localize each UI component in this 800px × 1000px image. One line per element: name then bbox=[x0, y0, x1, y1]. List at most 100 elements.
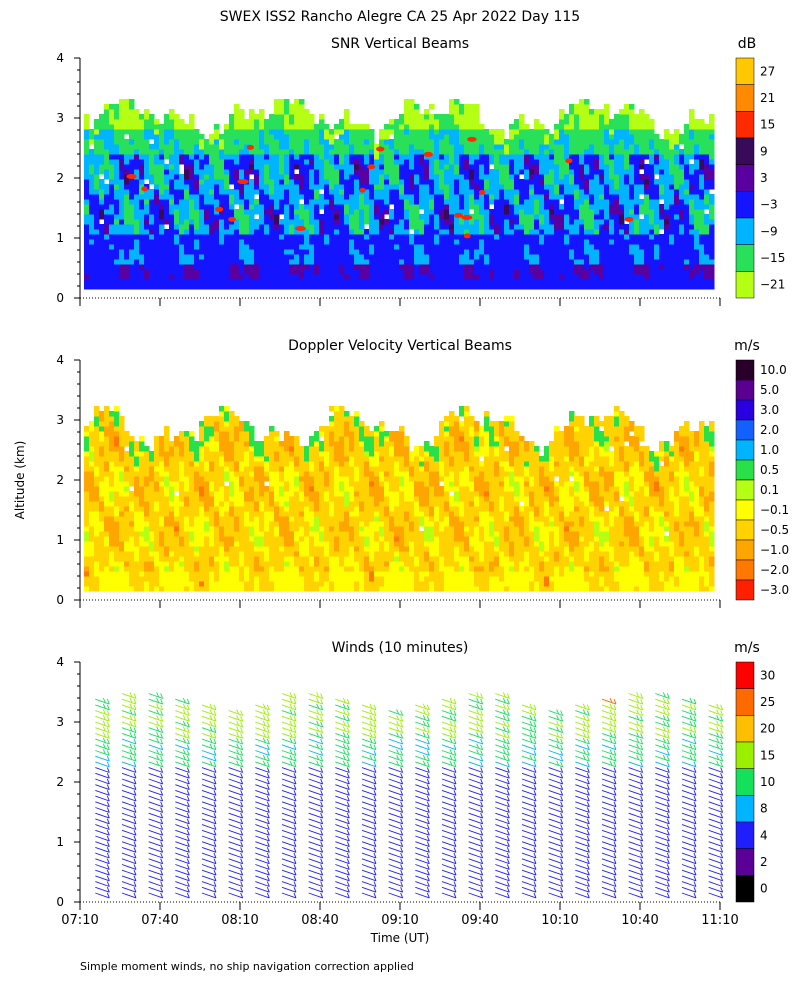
snr-cell bbox=[684, 194, 690, 200]
snr-cell bbox=[679, 169, 685, 175]
snr-cell bbox=[539, 199, 545, 205]
snr-cell bbox=[119, 109, 125, 115]
snr-cell bbox=[624, 244, 630, 250]
snr-cell bbox=[489, 214, 495, 220]
snr-cell bbox=[464, 114, 470, 120]
doppler-cell bbox=[154, 561, 160, 567]
snr-cell bbox=[564, 139, 570, 145]
snr-cell bbox=[359, 154, 365, 160]
snr-cell bbox=[334, 174, 340, 180]
snr-cell bbox=[449, 149, 455, 155]
snr-cell bbox=[594, 254, 600, 260]
snr-cell bbox=[294, 264, 300, 270]
snr-cell bbox=[374, 214, 380, 220]
snr-cell bbox=[129, 269, 135, 275]
snr-cell bbox=[524, 279, 530, 285]
snr-cell bbox=[344, 169, 350, 175]
snr-cell bbox=[344, 259, 350, 265]
doppler-cell bbox=[104, 451, 110, 457]
snr-cell bbox=[444, 154, 450, 160]
doppler-cell bbox=[174, 571, 180, 577]
snr-cell bbox=[459, 184, 465, 190]
snr-cell bbox=[534, 144, 540, 150]
snr-cell bbox=[659, 254, 665, 260]
snr-cell bbox=[644, 174, 650, 180]
doppler-cell bbox=[154, 511, 160, 517]
snr-cell bbox=[289, 254, 295, 260]
snr-cell bbox=[239, 214, 245, 220]
snr-cell bbox=[349, 284, 355, 290]
snr-cell bbox=[149, 189, 155, 195]
snr-cell bbox=[674, 159, 680, 165]
snr-cell bbox=[524, 159, 530, 165]
snr-cell bbox=[614, 239, 620, 245]
snr-cell bbox=[279, 259, 285, 265]
snr-cell bbox=[314, 229, 320, 235]
snr-cell bbox=[384, 219, 390, 225]
snr-cell bbox=[84, 179, 90, 185]
snr-cell bbox=[119, 134, 125, 140]
doppler-cell bbox=[129, 496, 135, 502]
snr-cell bbox=[549, 219, 555, 225]
snr-cell bbox=[164, 219, 170, 225]
snr-cell bbox=[469, 224, 475, 230]
snr-cell bbox=[504, 239, 510, 245]
doppler-cell bbox=[164, 466, 170, 472]
doppler-cell bbox=[119, 541, 125, 547]
snr-cell bbox=[179, 129, 185, 135]
snr-cell bbox=[369, 144, 375, 150]
snr-cell bbox=[189, 154, 195, 160]
snr-cell bbox=[599, 134, 605, 140]
doppler-cell bbox=[154, 496, 160, 502]
doppler-cell bbox=[94, 556, 100, 562]
snr-cell bbox=[664, 174, 670, 180]
snr-cell bbox=[529, 204, 535, 210]
snr-cell bbox=[644, 134, 650, 140]
snr-cell bbox=[694, 254, 700, 260]
doppler-cell bbox=[119, 571, 125, 577]
snr-cell bbox=[414, 184, 420, 190]
snr-cell bbox=[244, 149, 250, 155]
doppler-cell bbox=[169, 471, 175, 477]
snr-cell bbox=[104, 264, 110, 270]
snr-cell bbox=[534, 119, 540, 125]
snr-core bbox=[423, 151, 433, 157]
doppler-cell bbox=[169, 561, 175, 567]
snr-cell bbox=[474, 149, 480, 155]
snr-cell bbox=[99, 124, 105, 130]
snr-cell bbox=[544, 164, 550, 170]
snr-cell bbox=[399, 164, 405, 170]
snr-cell bbox=[429, 114, 435, 120]
snr-cell bbox=[619, 159, 625, 165]
doppler-cell bbox=[119, 481, 125, 487]
snr-cell bbox=[84, 129, 90, 135]
snr-cell bbox=[584, 229, 590, 235]
snr-cell bbox=[434, 279, 440, 285]
snr-cell bbox=[199, 139, 205, 145]
snr-cell bbox=[699, 134, 705, 140]
snr-cell bbox=[514, 229, 520, 235]
snr-cell bbox=[169, 224, 175, 230]
snr-cell bbox=[189, 184, 195, 190]
snr-cell bbox=[129, 254, 135, 260]
snr-cell bbox=[129, 159, 135, 165]
snr-cell bbox=[704, 189, 710, 195]
snr-cell bbox=[534, 174, 540, 180]
snr-cell bbox=[509, 239, 515, 245]
snr-cell bbox=[244, 244, 250, 250]
snr-cell bbox=[329, 254, 335, 260]
snr-cell bbox=[534, 239, 540, 245]
snr-cell bbox=[644, 244, 650, 250]
snr-cell bbox=[509, 169, 515, 175]
snr-cell bbox=[144, 114, 150, 120]
snr-cell bbox=[139, 269, 145, 275]
doppler-cell bbox=[109, 516, 115, 522]
snr-cell bbox=[509, 204, 515, 210]
snr-cell bbox=[629, 179, 635, 185]
snr-cell bbox=[594, 259, 600, 265]
doppler-cell bbox=[124, 431, 130, 437]
snr-cell bbox=[449, 284, 455, 290]
doppler-cell bbox=[124, 481, 130, 487]
doppler-cell bbox=[154, 566, 160, 572]
snr-cell bbox=[619, 194, 625, 200]
